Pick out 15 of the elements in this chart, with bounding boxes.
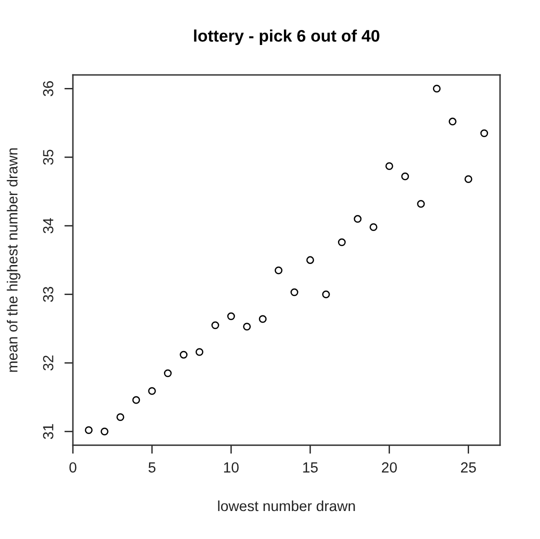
- y-tick-label: 32: [43, 356, 54, 370]
- y-tick-label: 34: [43, 218, 54, 234]
- x-tick-label: 15: [303, 462, 318, 473]
- x-tick-label: 25: [461, 462, 476, 473]
- chart-title: lottery - pick 6 out of 40: [194, 30, 380, 46]
- x-axis-title: lowest number drawn: [218, 500, 355, 512]
- y-tick-label: 33: [43, 286, 54, 302]
- y-tick-label: 35: [43, 150, 54, 165]
- y-tick-label: 36: [43, 81, 54, 96]
- y-axis-title: mean of the highest number drawn: [6, 148, 20, 372]
- x-tick-label: 0: [69, 462, 76, 473]
- x-tick-label: 10: [224, 462, 239, 473]
- y-tick-label: 31: [43, 424, 54, 440]
- x-tick-label: 5: [148, 462, 156, 473]
- x-tick-label: 20: [382, 462, 397, 473]
